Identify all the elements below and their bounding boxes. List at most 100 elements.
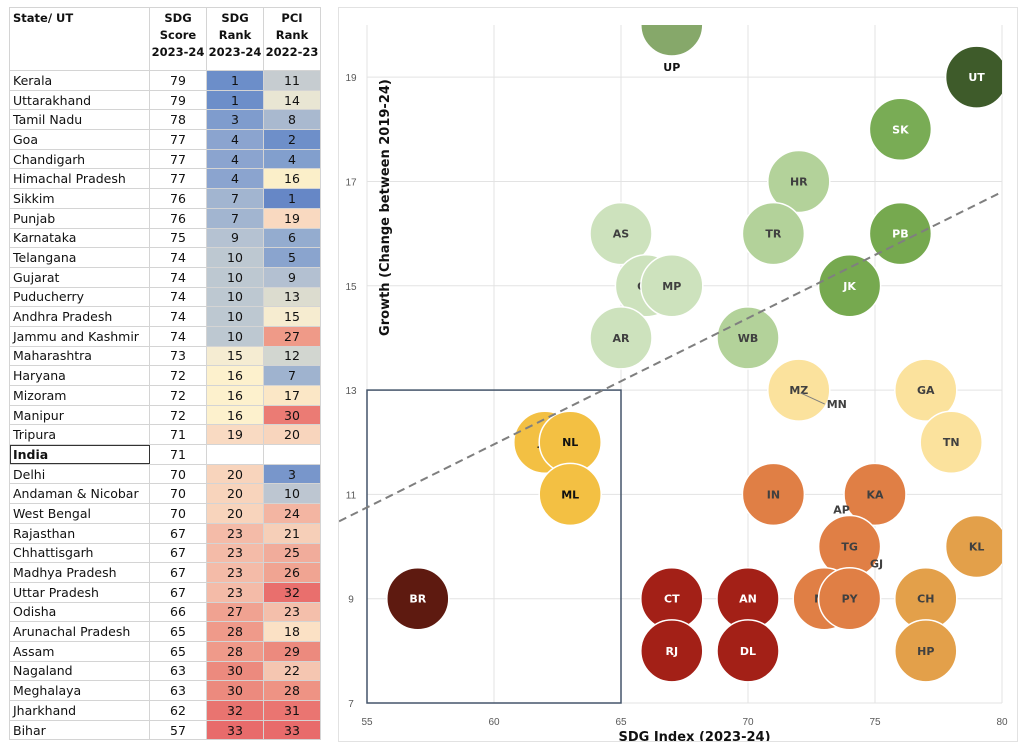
state-cell: Chhattisgarh: [9, 542, 150, 564]
state-cell: Sikkim: [9, 188, 150, 209]
bubble-circle: [640, 25, 704, 57]
bubble-circle: [767, 358, 831, 422]
state-cell: Karnataka: [9, 227, 150, 249]
table-row: Tripura 71 19 20: [9, 424, 321, 446]
bubble-ar: AR: [589, 306, 653, 370]
y-tick-label: 19: [345, 73, 357, 84]
bubble-ml: ML: [538, 462, 602, 527]
table-row: Karnataka 75 9 6: [9, 227, 321, 249]
sdg-rank-cell: 1: [206, 89, 264, 111]
sdg-score-cell: 76: [149, 188, 207, 209]
state-cell: Arunachal Pradesh: [9, 621, 150, 642]
header-state-label: State/ UT: [13, 11, 74, 25]
bubble-label: ML: [561, 488, 579, 501]
sdg-rank-cell: 4: [206, 148, 264, 170]
bubble-circle: [868, 97, 933, 162]
sdg-rank-cell: 16: [206, 365, 264, 386]
state-cell: Tripura: [9, 424, 150, 446]
state-cell: Andaman & Nicobar: [9, 483, 150, 505]
table-row: Uttarakhand 79 1 14: [9, 89, 321, 111]
bubble-label: WB: [738, 332, 759, 345]
bubble-circle: [538, 462, 602, 527]
table-row: Nagaland 63 30 22: [9, 660, 321, 682]
sdg-score-cell: 65: [149, 621, 207, 642]
pci-rank-cell: 10: [263, 483, 321, 505]
y-axis-title: Growth (Change between 2019-24): [378, 79, 393, 336]
sdg-score-cell: 74: [149, 286, 207, 308]
bubble-label: KL: [969, 541, 985, 554]
pci-rank-cell: 24: [263, 503, 321, 524]
table-row: Himachal Pradesh 77 4 16: [9, 168, 321, 190]
sdg-score-cell: 74: [149, 247, 207, 268]
table-row: Delhi 70 20 3: [9, 463, 321, 485]
sdg-score-cell: 71: [149, 444, 207, 465]
state-cell: Kerala: [9, 70, 150, 91]
state-cell: Nagaland: [9, 660, 150, 682]
sdg-rank-cell: 23: [206, 522, 264, 544]
state-cell: West Bengal: [9, 503, 150, 524]
table-row: Chandigarh 77 4 4: [9, 148, 321, 170]
bubble-ka: KA: [843, 462, 907, 527]
table-row: Chhattisgarh 67 23 25: [9, 542, 321, 564]
sdg-score-cell: 74: [149, 325, 207, 347]
pci-rank-cell: 20: [263, 424, 321, 446]
sdg-score-cell: 73: [149, 345, 207, 367]
sdg-rank-cell: 33: [206, 719, 264, 741]
sdg-rank-cell: 20: [206, 463, 264, 485]
y-tick-label: 9: [348, 595, 354, 606]
sdg-score-cell: 65: [149, 640, 207, 662]
table-row: Haryana 72 16 7: [9, 365, 321, 386]
header-pci-rank: PCI Rank 2022-23: [263, 7, 321, 71]
pci-rank-cell: 31: [263, 700, 321, 721]
sdg-score-cell: 62: [149, 700, 207, 721]
sdg-rank-cell: 3: [206, 109, 264, 131]
bubble-circle: [919, 410, 983, 474]
bubble-hr: HR: [767, 149, 831, 214]
bubble-circle: [589, 201, 653, 266]
table-row: Uttar Pradesh 67 23 32: [9, 581, 321, 603]
table-row: West Bengal 70 20 24: [9, 503, 321, 524]
state-cell: Haryana: [9, 365, 150, 386]
sdg-rank-cell: 28: [206, 621, 264, 642]
header-pci-line: 2022-23: [265, 45, 319, 59]
bubble-label: HP: [917, 645, 934, 658]
x-tick-label: 75: [869, 717, 881, 728]
sdg-rank-cell: 9: [206, 227, 264, 249]
state-cell: Assam: [9, 640, 150, 662]
bubble-mp: MP: [640, 254, 704, 318]
state-cell: Puducherry: [9, 286, 150, 308]
axis-ticks: 55 60 65 70 75 80 7 9 11 13 15 17 19: [345, 73, 1008, 728]
sdg-rank-cell: 23: [206, 542, 264, 564]
pci-rank-cell: 33: [263, 719, 321, 741]
bubble-label: HR: [790, 175, 808, 188]
sdg-score-cell: 67: [149, 581, 207, 603]
sdg-rank-cell: 15: [206, 345, 264, 367]
bubble-label: AR: [613, 332, 631, 345]
highlight-box: [366, 389, 622, 704]
pci-rank-cell: 13: [263, 286, 321, 308]
state-cell: Bihar: [9, 719, 150, 741]
pci-rank-cell: 3: [263, 463, 321, 485]
highlight-box-layer: [366, 389, 622, 704]
bubble-circle: [817, 566, 882, 631]
header-sdg-score: SDG Score 2023-24: [149, 7, 207, 71]
pci-rank-cell: 19: [263, 207, 321, 229]
bubble-label: IN: [767, 488, 780, 501]
pci-rank-cell: 18: [263, 621, 321, 642]
state-cell: Goa: [9, 129, 150, 150]
sdg-score-cell: 72: [149, 404, 207, 426]
bubble-circle: [894, 358, 958, 422]
bubble-label: NL: [562, 436, 578, 449]
state-cell: Telangana: [9, 247, 150, 268]
bubble-label: PY: [842, 593, 859, 606]
sdg-score-cell: 72: [149, 365, 207, 386]
state-cell: Odisha: [9, 601, 150, 623]
bubble-label: TN: [943, 436, 960, 449]
sdg-score-cell: 57: [149, 719, 207, 741]
sdg-score-cell: 63: [149, 660, 207, 682]
sdg-score-cell: 67: [149, 562, 207, 583]
sdg-score-cell: 66: [149, 601, 207, 623]
bubble-circle: [868, 201, 933, 266]
bubble-circle: [741, 462, 806, 527]
table-row: Mizoram 72 16 17: [9, 385, 321, 406]
